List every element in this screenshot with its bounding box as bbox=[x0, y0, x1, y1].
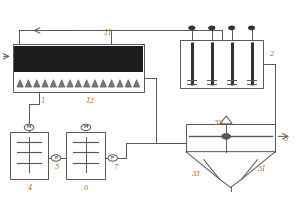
Bar bbox=[186, 124, 275, 152]
Text: 8: 8 bbox=[211, 25, 215, 33]
Text: 6: 6 bbox=[83, 184, 88, 192]
Text: 32: 32 bbox=[214, 119, 223, 127]
Text: 3: 3 bbox=[284, 135, 288, 143]
Text: 5: 5 bbox=[55, 163, 60, 171]
Circle shape bbox=[108, 155, 118, 161]
Text: 31: 31 bbox=[257, 165, 266, 173]
Polygon shape bbox=[25, 80, 32, 87]
Polygon shape bbox=[125, 80, 131, 87]
Polygon shape bbox=[133, 80, 140, 87]
Text: P: P bbox=[111, 156, 114, 160]
Polygon shape bbox=[92, 80, 98, 87]
Circle shape bbox=[188, 26, 195, 30]
Polygon shape bbox=[75, 80, 82, 87]
Text: M: M bbox=[27, 125, 31, 129]
Text: M: M bbox=[84, 125, 88, 129]
Circle shape bbox=[228, 26, 235, 30]
Polygon shape bbox=[17, 80, 23, 87]
Circle shape bbox=[51, 155, 61, 161]
Circle shape bbox=[81, 124, 91, 131]
Text: P: P bbox=[54, 156, 58, 160]
Bar bbox=[14, 46, 142, 72]
Bar bbox=[66, 132, 105, 179]
Polygon shape bbox=[67, 80, 73, 87]
Polygon shape bbox=[50, 80, 57, 87]
Bar bbox=[13, 44, 144, 92]
Polygon shape bbox=[220, 116, 232, 124]
Text: 12: 12 bbox=[86, 97, 95, 105]
Circle shape bbox=[222, 133, 231, 139]
Circle shape bbox=[24, 124, 34, 131]
Polygon shape bbox=[100, 80, 106, 87]
Polygon shape bbox=[42, 80, 48, 87]
Text: 2: 2 bbox=[269, 50, 273, 58]
Polygon shape bbox=[58, 80, 65, 87]
Bar bbox=[10, 132, 49, 179]
Text: 33: 33 bbox=[192, 170, 201, 178]
Text: 4: 4 bbox=[27, 184, 31, 192]
Bar bbox=[180, 40, 263, 88]
Polygon shape bbox=[34, 80, 40, 87]
Text: 1: 1 bbox=[40, 97, 45, 105]
Circle shape bbox=[248, 26, 255, 30]
Polygon shape bbox=[117, 80, 123, 87]
Text: 11: 11 bbox=[104, 29, 113, 37]
Text: 7: 7 bbox=[113, 163, 118, 171]
Circle shape bbox=[208, 26, 215, 30]
Polygon shape bbox=[83, 80, 90, 87]
Polygon shape bbox=[108, 80, 115, 87]
Polygon shape bbox=[186, 152, 275, 187]
